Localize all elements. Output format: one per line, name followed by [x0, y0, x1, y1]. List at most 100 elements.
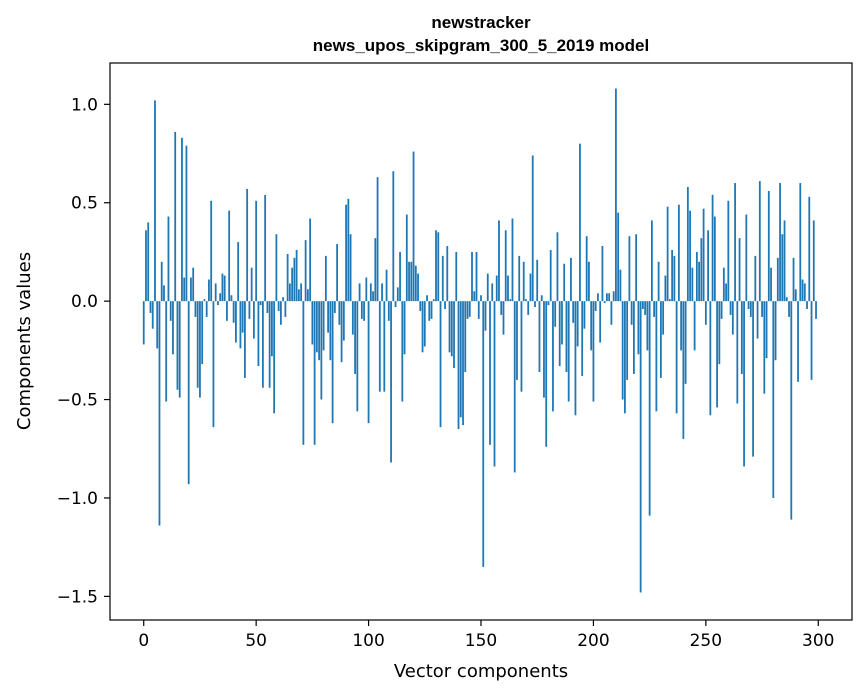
bar: [522, 261, 525, 302]
bar: [752, 301, 754, 457]
bar: [698, 261, 701, 302]
bar: [725, 283, 727, 302]
bars-group: [142, 88, 817, 593]
bar: [565, 301, 568, 373]
bar: [333, 301, 336, 313]
bar: [646, 301, 649, 351]
bar: [588, 261, 590, 302]
bar: [599, 301, 602, 343]
bar: [437, 232, 440, 302]
bar: [302, 301, 305, 445]
bar: [644, 301, 647, 315]
bar: [500, 301, 503, 315]
bar: [536, 259, 539, 302]
bar: [781, 234, 784, 302]
bar: [471, 251, 473, 302]
bar: [606, 293, 608, 302]
bar: [345, 204, 347, 302]
bar: [491, 283, 494, 302]
bar: [219, 293, 222, 302]
bar: [797, 301, 799, 382]
bar: [493, 301, 496, 467]
bar: [464, 301, 467, 373]
bar: [585, 236, 588, 302]
bar: [475, 251, 478, 302]
bar: [756, 301, 759, 339]
bar: [376, 177, 379, 302]
bar: [529, 273, 532, 302]
bar: [545, 301, 548, 447]
bar: [495, 275, 498, 302]
bar: [446, 246, 449, 302]
bar: [387, 301, 390, 321]
bar: [720, 301, 723, 319]
bar: [232, 301, 235, 323]
bar: [554, 301, 557, 327]
bar: [246, 188, 249, 302]
bar: [383, 301, 386, 392]
bar: [297, 289, 300, 302]
bar: [630, 301, 633, 325]
bar: [682, 301, 685, 439]
bar: [286, 253, 289, 302]
bar: [639, 301, 642, 593]
bar: [392, 171, 395, 302]
bar: [459, 301, 462, 418]
bar: [576, 301, 579, 347]
bar: [772, 301, 775, 498]
bar: [250, 267, 253, 302]
bar: [423, 301, 426, 347]
bar: [324, 255, 327, 302]
bar: [662, 301, 665, 335]
bar: [259, 301, 262, 306]
bar: [322, 301, 325, 351]
bar: [722, 267, 725, 302]
bar: [763, 301, 766, 394]
bar: [619, 269, 622, 302]
bar: [570, 257, 572, 302]
bar: [203, 299, 206, 302]
bar: [668, 299, 671, 302]
bar: [590, 301, 593, 351]
bar: [261, 301, 264, 388]
bar: [396, 287, 399, 302]
y-tick-label: −1.5: [57, 587, 98, 607]
bar: [574, 301, 577, 416]
bar: [163, 285, 165, 302]
bar: [749, 301, 752, 317]
bar: [650, 220, 653, 302]
bar: [520, 301, 523, 392]
bar: [547, 301, 550, 306]
bar: [525, 299, 527, 302]
bar: [617, 212, 620, 302]
bar: [761, 301, 763, 317]
bar: [448, 301, 451, 353]
bar: [671, 249, 674, 302]
bar: [792, 257, 795, 302]
bar: [244, 301, 246, 378]
bar: [489, 301, 491, 445]
bar: [439, 301, 442, 428]
bar: [390, 301, 392, 463]
bar: [235, 301, 237, 343]
bar: [351, 301, 354, 335]
bar: [801, 279, 804, 302]
bar: [776, 257, 779, 302]
bar: [241, 301, 244, 333]
bar: [594, 301, 597, 311]
bar: [477, 301, 480, 319]
bar: [684, 301, 687, 384]
bar: [417, 273, 419, 302]
bar: [444, 301, 446, 310]
x-axis-ticks: 0 50 100 150 200 250 300: [138, 620, 834, 651]
x-tick-label: 200: [577, 631, 609, 651]
bar: [765, 301, 768, 359]
bar: [403, 301, 406, 355]
bar: [212, 301, 215, 428]
bar: [369, 283, 372, 302]
bar: [320, 301, 323, 400]
bar: [626, 301, 629, 380]
bar: [288, 283, 291, 302]
bar: [770, 267, 772, 302]
x-tick-label: 100: [352, 631, 384, 651]
